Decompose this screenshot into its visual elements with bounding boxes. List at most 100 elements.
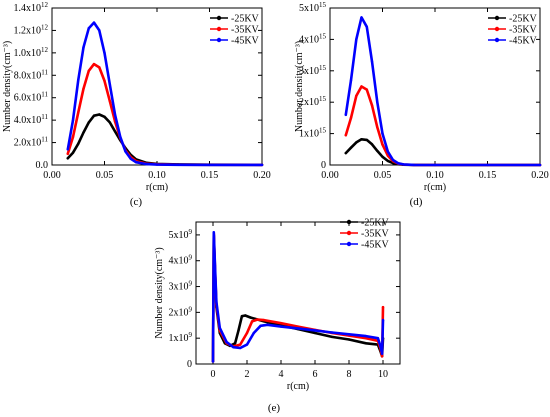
data-point: [381, 132, 384, 135]
data-point: [486, 163, 489, 167]
data-point: [77, 142, 80, 145]
data-point: [391, 158, 395, 162]
series-line: [344, 85, 542, 167]
data-point: [381, 143, 384, 146]
data-point: [402, 163, 405, 166]
y-tick-label: 2x1015: [299, 95, 327, 108]
data-point: [155, 163, 159, 166]
legend-label: -25KV: [231, 14, 260, 25]
data-point: [260, 163, 264, 167]
data-point: [108, 83, 112, 86]
x-tick-label: 0.20: [531, 170, 549, 181]
data-point: [218, 326, 221, 330]
data-point: [365, 138, 368, 142]
data-point: [71, 135, 75, 139]
data-point: [124, 150, 127, 153]
x-tick-label: 4: [279, 369, 284, 380]
y-tick-label: 0: [187, 359, 192, 370]
data-point: [212, 231, 215, 234]
data-point: [250, 320, 254, 323]
data-point: [330, 331, 334, 334]
legend-marker: [216, 37, 222, 43]
data-point: [92, 114, 96, 117]
data-point: [82, 87, 85, 90]
x-axis-label: r(cm): [146, 182, 168, 193]
data-point: [279, 325, 283, 328]
data-point: [103, 79, 106, 83]
data-point: [376, 126, 379, 129]
legend-marker: [346, 241, 352, 247]
x-axis-label: r(cm): [424, 182, 446, 193]
data-point: [344, 113, 347, 117]
series-line: [344, 138, 542, 167]
data-point: [344, 134, 347, 137]
data-point: [66, 157, 70, 160]
data-point: [355, 141, 358, 144]
x-tick-label: 0.10: [426, 170, 444, 181]
y-tick-label: 1.2x1012: [14, 23, 49, 36]
data-point: [433, 163, 437, 167]
data-point: [349, 116, 353, 120]
data-point: [380, 352, 384, 355]
data-point: [344, 151, 347, 155]
y-tick-label: 1.4x1012: [14, 1, 49, 14]
series-line: [344, 16, 542, 167]
data-point: [379, 344, 382, 348]
y-tick-label: 3x1015: [299, 64, 327, 77]
panel-label: (e): [268, 402, 281, 414]
data-point: [376, 101, 379, 104]
data-point: [113, 113, 117, 116]
data-point: [252, 331, 255, 335]
data-point: [262, 318, 266, 322]
data-point: [98, 66, 101, 69]
y-tick-label: 2x109: [169, 305, 193, 318]
panel-label: (d): [410, 196, 423, 208]
data-point: [66, 152, 70, 155]
series-line: [66, 113, 264, 167]
data-point: [108, 121, 112, 124]
legend-label: -25KV: [509, 14, 538, 25]
data-point: [92, 62, 96, 66]
data-point: [87, 69, 91, 73]
x-tick-label: 0.05: [374, 170, 392, 181]
legend-marker: [494, 26, 500, 32]
data-point: [313, 329, 317, 332]
data-point: [365, 25, 368, 28]
data-point: [360, 16, 363, 19]
data-point: [213, 264, 217, 268]
data-point: [239, 343, 242, 346]
legend-marker: [216, 15, 222, 21]
y-tick-label: 4.0x1011: [14, 113, 49, 126]
x-tick-label: 2: [245, 369, 250, 380]
data-point: [412, 163, 416, 167]
y-axis-label: Number density(cm⁻³): [294, 41, 305, 132]
data-point: [381, 318, 385, 322]
legend-label: -45KV: [231, 36, 260, 47]
data-point: [129, 157, 132, 160]
data-point: [134, 161, 138, 164]
data-point: [364, 337, 368, 340]
data-point: [244, 314, 247, 317]
data-point: [239, 346, 242, 350]
panel-label: (c): [130, 196, 143, 208]
data-point: [71, 151, 75, 154]
data-point: [240, 315, 244, 318]
data-point: [208, 163, 211, 167]
data-point: [77, 111, 80, 114]
data-point: [145, 162, 148, 166]
data-point: [364, 334, 368, 338]
y-tick-label: 0: [321, 160, 326, 171]
data-point: [347, 338, 351, 341]
legend-marker: [346, 219, 352, 225]
data-point: [360, 85, 363, 88]
legend-label: -45KV: [361, 240, 390, 251]
data-point: [98, 113, 101, 116]
data-point: [211, 360, 215, 363]
data-point: [360, 138, 363, 141]
data-point: [370, 143, 374, 146]
chart-panel: 0 2 4 6 8 10 0 1x109 2x109 3x109 4x109 5x109 r(cm) Nu…: [154, 218, 401, 414]
data-point: [245, 343, 249, 346]
data-point: [380, 355, 384, 358]
y-tick-label: 4x109: [169, 254, 193, 267]
data-point: [82, 131, 85, 134]
